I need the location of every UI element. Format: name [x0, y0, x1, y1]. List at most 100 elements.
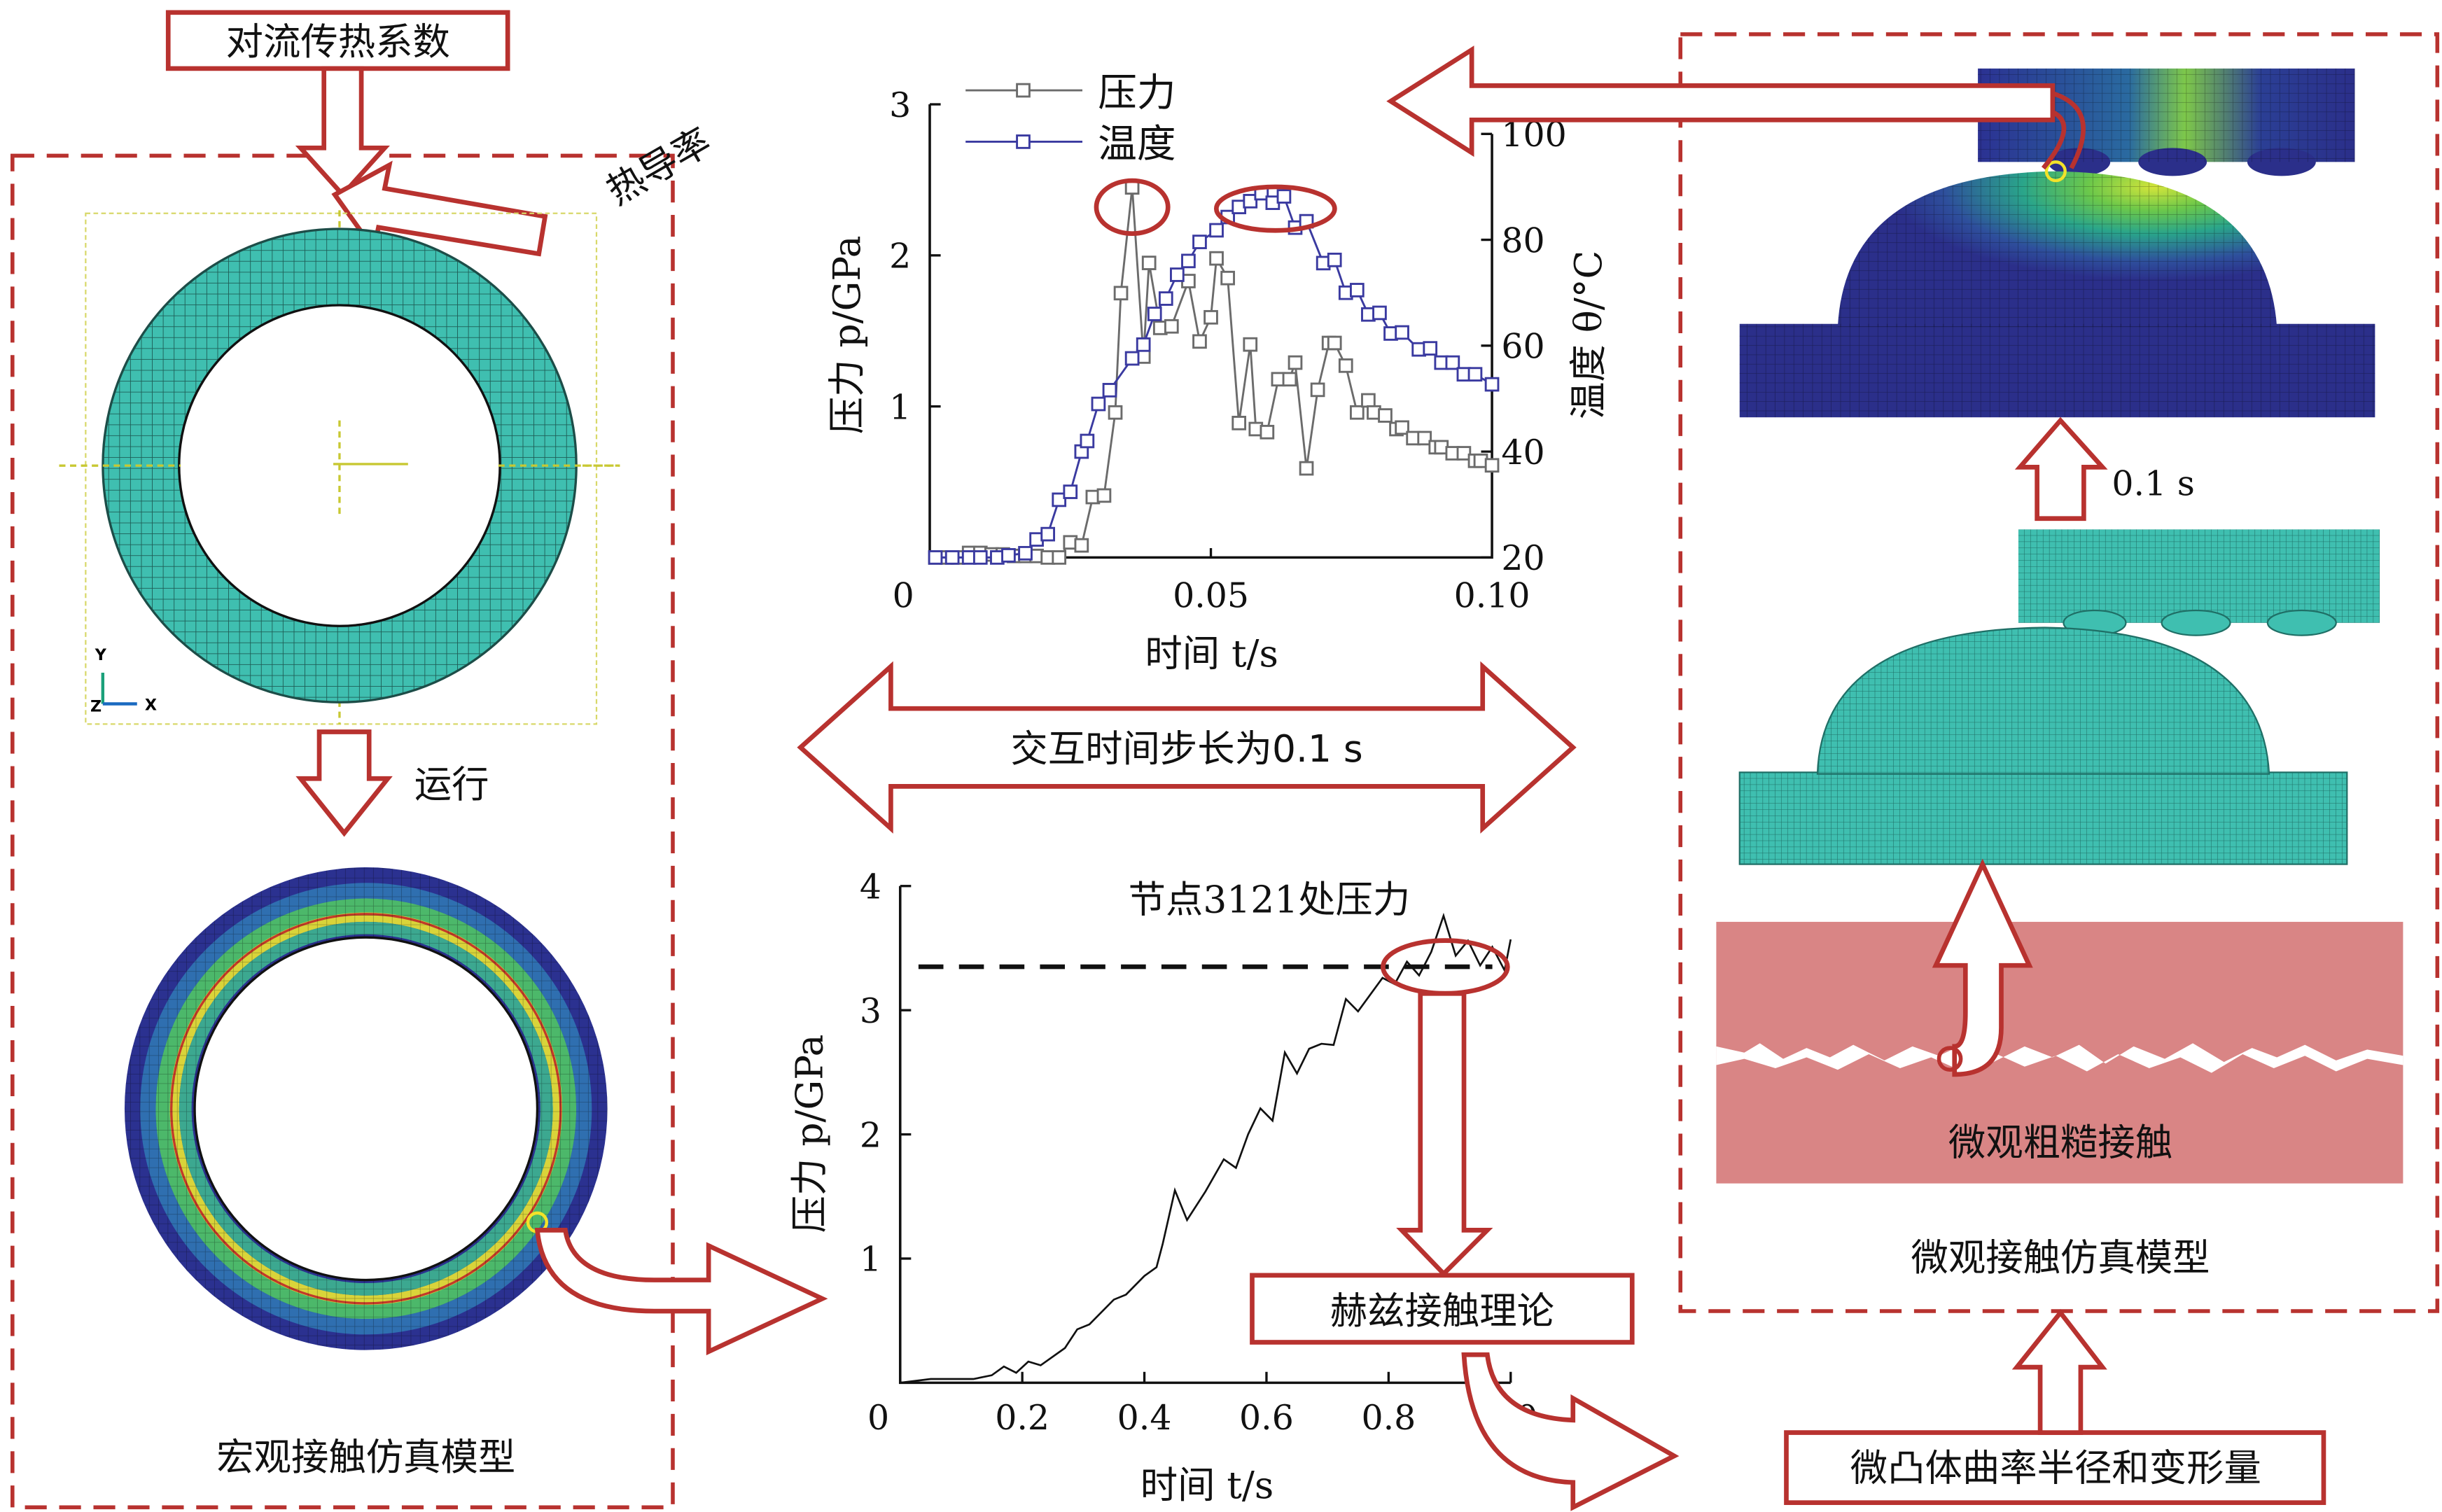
- y-tick-label: 2: [860, 1115, 881, 1155]
- x-tick-label: 0.8: [1361, 1398, 1416, 1438]
- data-point-pressure: [1456, 446, 1472, 461]
- data-point-pressure: [1108, 405, 1123, 420]
- x-tick-label: 0: [867, 1398, 889, 1438]
- data-point-temperature: [972, 550, 988, 565]
- macro-contour-result: [124, 867, 608, 1350]
- micro-to-chart-arrow: [1386, 46, 2056, 158]
- peak-annotation-ellipse: [1094, 178, 1171, 237]
- data-point-pressure: [1349, 405, 1365, 420]
- x-tick-label: 0: [893, 576, 914, 616]
- hertz-to-asperity-arrow: [1461, 1352, 1680, 1511]
- y-axis-label: 压力 p/GPa: [825, 235, 869, 434]
- data-point-pressure: [1395, 420, 1409, 435]
- data-point-temperature: [1192, 234, 1207, 249]
- y-axis-label: 压力 p/GPa: [788, 1035, 832, 1233]
- macro-model-label: 宏观接触仿真模型: [216, 1435, 515, 1479]
- y-tick-label: 4: [860, 867, 881, 907]
- legend-label: 压力: [1098, 70, 1175, 115]
- data-point-temperature: [1349, 283, 1365, 298]
- data-point-temperature: [1181, 253, 1196, 269]
- data-point-pressure: [1282, 372, 1297, 387]
- hertz-box: [1250, 1273, 1635, 1345]
- y-tick-label: 1: [889, 387, 911, 427]
- x-tick-label: 0.05: [1173, 576, 1249, 616]
- data-point-pressure: [1164, 318, 1179, 334]
- data-point-pressure: [1299, 461, 1314, 476]
- peak-annotation-ellipse: [1213, 184, 1337, 233]
- data-point-pressure: [1378, 408, 1393, 423]
- data-point-temperature: [1484, 377, 1500, 392]
- data-point-temperature: [1091, 396, 1106, 412]
- conductivity-label: 热导率: [599, 119, 718, 214]
- data-point-pressure: [1417, 430, 1432, 446]
- run-arrow: [295, 729, 393, 837]
- step-up-arrow: [2014, 416, 2108, 522]
- triad-z: Z: [90, 698, 102, 716]
- data-point-temperature: [1136, 337, 1151, 352]
- y2-tick-label: 40: [1501, 433, 1544, 472]
- data-point-temperature: [1209, 223, 1224, 238]
- data-point-pressure: [1484, 458, 1500, 473]
- data-point-temperature: [1080, 433, 1095, 449]
- chart-title: 节点3121处压力: [1129, 878, 1411, 922]
- data-point-pressure: [1052, 550, 1067, 565]
- data-point-temperature: [1052, 492, 1067, 507]
- series-line-pressure: [900, 912, 1512, 1384]
- data-point-temperature: [1395, 325, 1409, 340]
- step-label: 0.1 s: [2112, 463, 2194, 503]
- y2-tick-label: 80: [1501, 220, 1544, 260]
- asperity-up-arrow: [2011, 1308, 2107, 1435]
- series-line-pressure: [935, 187, 1493, 559]
- data-point-temperature: [1467, 367, 1483, 382]
- data-point-temperature: [1063, 484, 1078, 499]
- data-point-temperature: [1040, 526, 1056, 542]
- y-tick-label: 3: [860, 991, 881, 1031]
- y2-axis-label: 温度 θ/°C: [1566, 251, 1610, 419]
- x-axis-label: 时间 t/s: [1145, 631, 1278, 676]
- y-tick-label: 1: [860, 1240, 881, 1280]
- convection-box: [165, 10, 510, 71]
- data-point-temperature: [1243, 194, 1258, 209]
- data-point-temperature: [1147, 307, 1162, 321]
- data-point-temperature: [1102, 383, 1117, 398]
- data-point-pressure: [1361, 393, 1376, 408]
- y2-tick-label: 20: [1501, 538, 1544, 578]
- data-point-pressure: [1232, 415, 1247, 430]
- x-tick-label: 0.6: [1239, 1398, 1294, 1438]
- hertz-down-arrow: [1396, 990, 1493, 1278]
- x-tick-label: 0.4: [1117, 1398, 1172, 1438]
- legend-marker: [1016, 83, 1031, 98]
- micro-model-label: 微观接触仿真模型: [1911, 1236, 2210, 1280]
- interaction-double-arrow: [797, 661, 1577, 834]
- rough-contact-marker: [1937, 1046, 1963, 1072]
- x-axis-label: 时间 t/s: [1140, 1463, 1274, 1507]
- x-tick-label: 0.10: [1454, 576, 1530, 616]
- micro-rough-label: 微观粗糙接触: [1948, 1121, 2172, 1165]
- data-point-temperature: [1445, 355, 1460, 370]
- rough-to-mesh-arrow: [1932, 858, 2033, 1077]
- data-point-pressure: [1327, 335, 1342, 351]
- data-point-pressure: [1074, 538, 1089, 553]
- data-point-temperature: [1276, 189, 1292, 204]
- data-point-pressure: [1096, 488, 1112, 503]
- micro-link-curve: [2041, 91, 2086, 170]
- data-point-temperature: [1372, 305, 1387, 321]
- data-point-pressure: [1220, 270, 1235, 286]
- x-tick-label: 0.2: [995, 1398, 1049, 1438]
- interaction-label: 交互时间步长为0.1 s: [1010, 727, 1362, 771]
- data-point-pressure: [1113, 286, 1129, 301]
- data-point-pressure: [1338, 358, 1353, 373]
- data-point-pressure: [1209, 251, 1224, 266]
- triad-x: X: [145, 696, 157, 714]
- data-point-temperature: [928, 550, 943, 565]
- y2-tick-label: 60: [1501, 327, 1544, 367]
- convection-label: 对流传热系数: [226, 20, 450, 64]
- data-point-pressure: [1260, 424, 1275, 440]
- triad-y: Y: [95, 646, 107, 664]
- axis-triad-icon: Y X Z: [90, 646, 157, 715]
- data-point-temperature: [944, 550, 960, 565]
- data-point-temperature: [1124, 351, 1140, 366]
- data-point-temperature: [1001, 548, 1016, 563]
- legend-label: 温度: [1098, 122, 1175, 167]
- data-point-pressure: [1310, 382, 1325, 398]
